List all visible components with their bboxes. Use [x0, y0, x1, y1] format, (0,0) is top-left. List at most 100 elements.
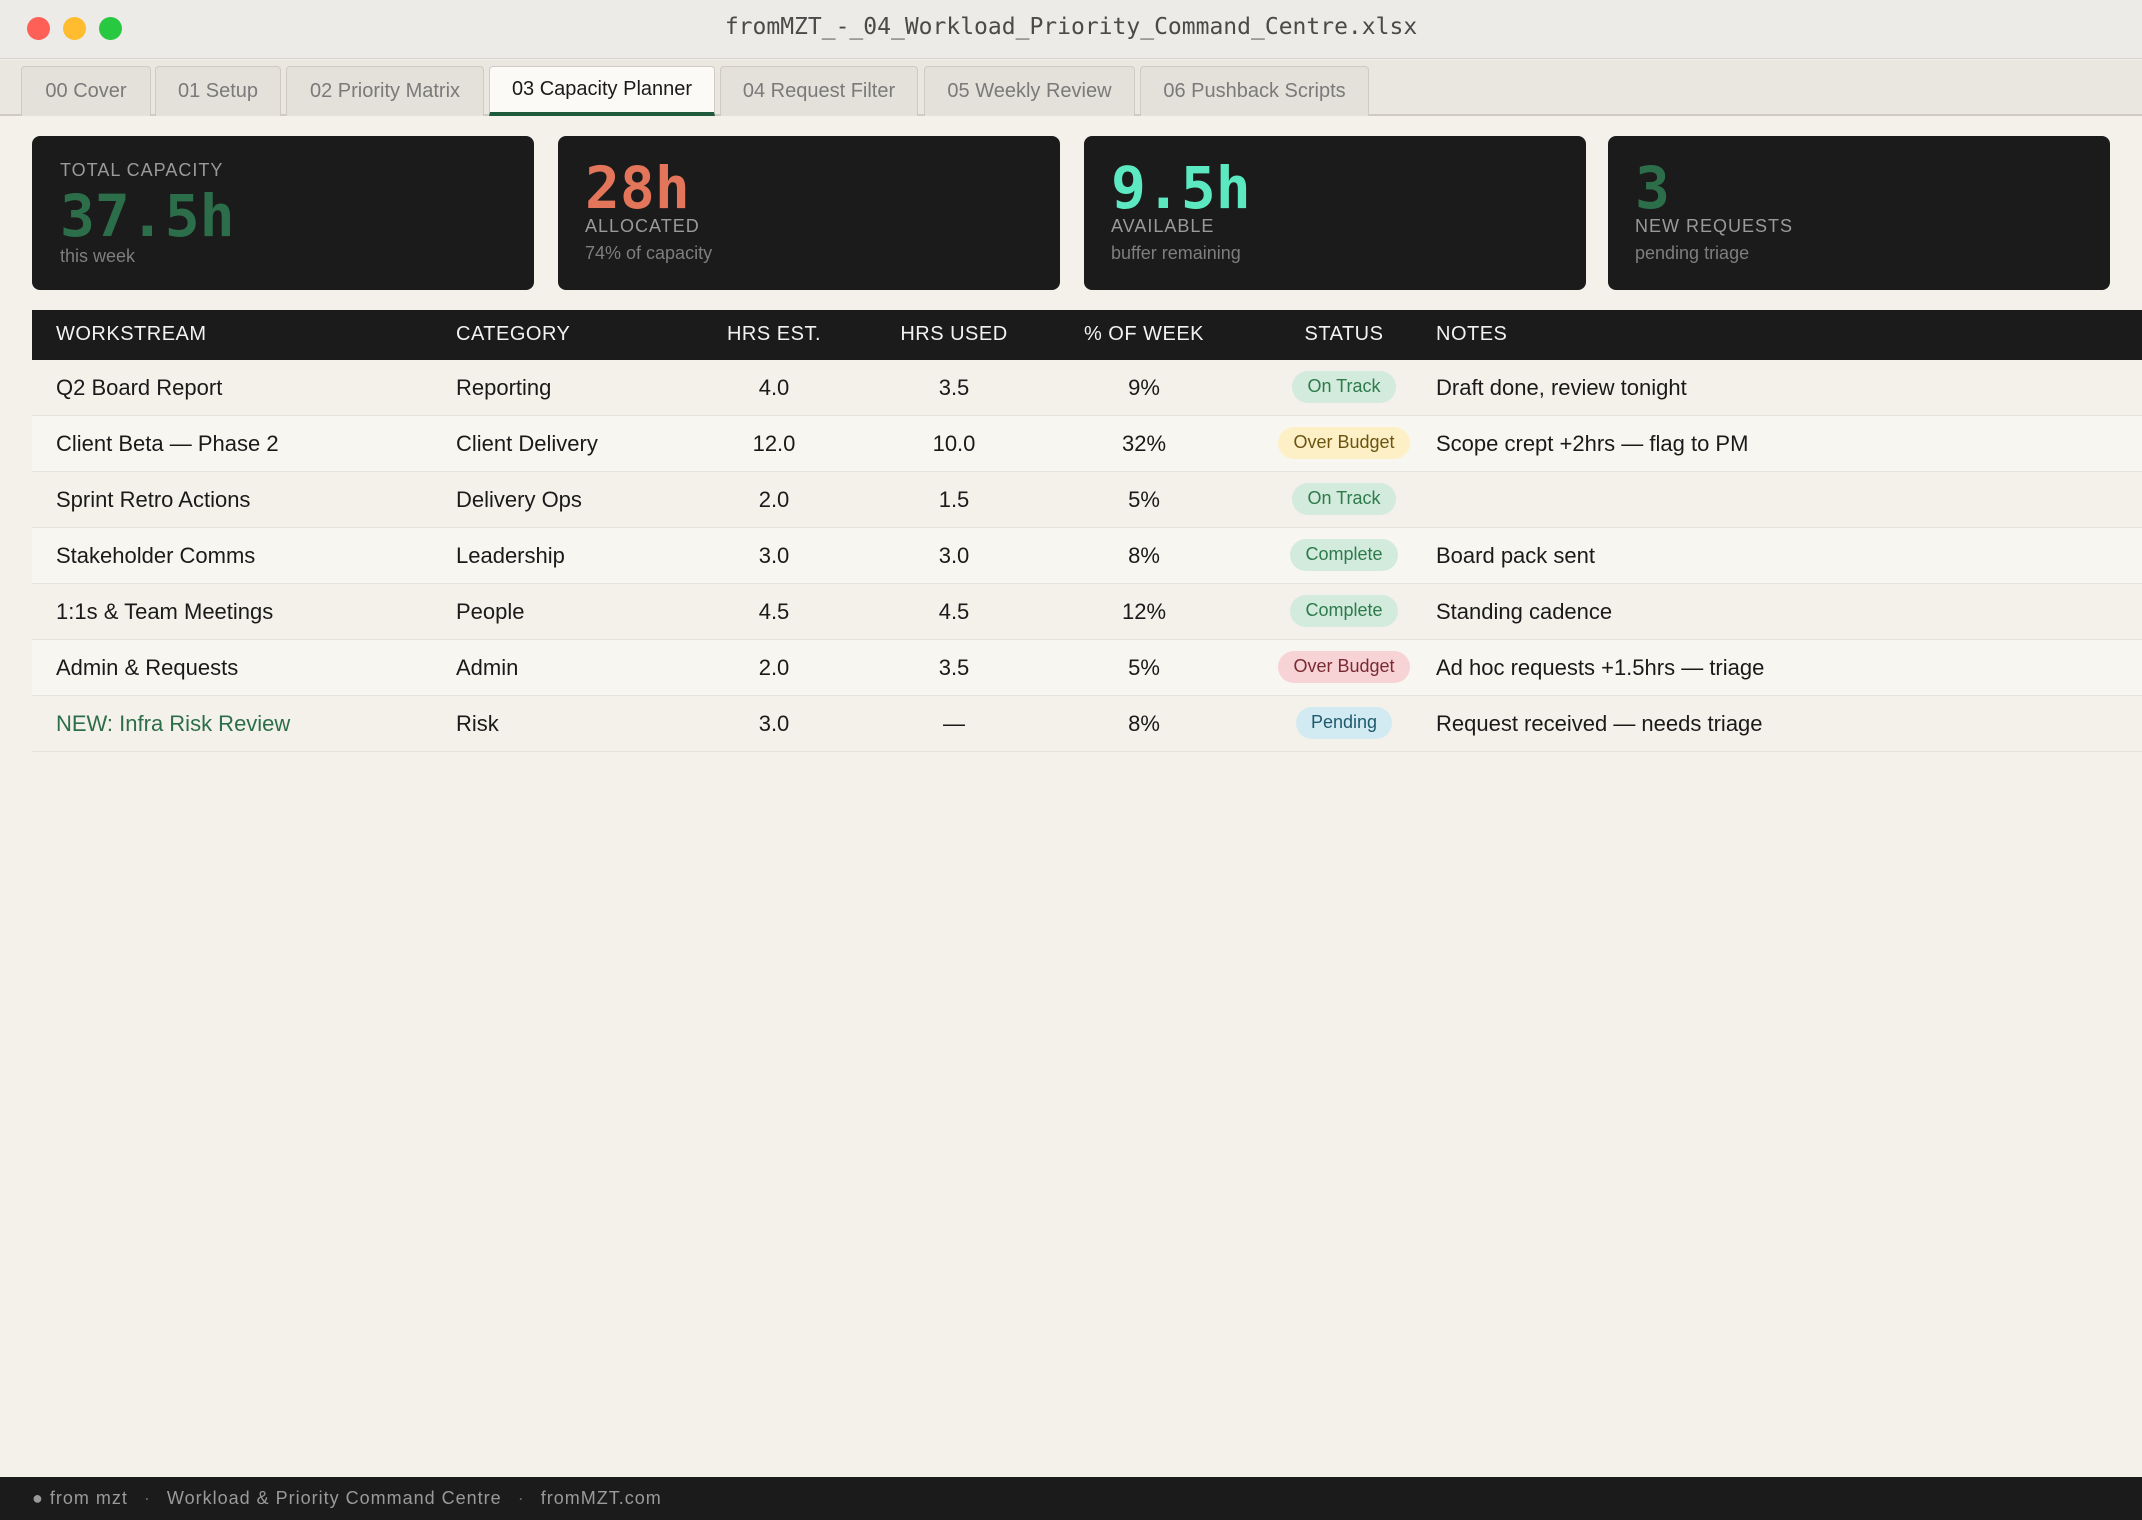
status-badge: On Track [1292, 371, 1396, 403]
column-header-pct-week[interactable]: % OF WEEK [1083, 323, 1205, 345]
cell-category[interactable]: People [456, 599, 525, 624]
kpi-card-total-capacity: TOTAL CAPACITY 37.5h this week [32, 136, 534, 290]
kpi-value: 28h [585, 154, 690, 222]
cell-category[interactable]: Risk [456, 711, 499, 736]
kpi-subtext: pending triage [1635, 243, 1750, 263]
cell-hrs-est[interactable]: 12.0 [752, 431, 796, 456]
cell-notes[interactable]: Draft done, review tonight [1436, 375, 1687, 400]
status-badge: Over Budget [1278, 427, 1410, 459]
tab-00-cover[interactable]: 00 Cover [21, 66, 151, 116]
cell-hrs-used[interactable]: — [943, 711, 965, 736]
cell-pct-week[interactable]: 32% [1121, 431, 1167, 456]
cell-hrs-used[interactable]: 10.0 [932, 431, 976, 456]
cell-category[interactable]: Delivery Ops [456, 487, 582, 512]
table-row[interactable]: NEW: Infra Risk Review Risk 3.0 — 8% Pen… [32, 696, 2142, 752]
cell-workstream[interactable]: Client Beta — Phase 2 [56, 431, 279, 456]
cell-workstream[interactable]: 1:1s & Team Meetings [56, 599, 274, 624]
column-header-workstream[interactable]: WORKSTREAM [56, 323, 207, 345]
cell-hrs-est[interactable]: 3.0 [758, 543, 790, 568]
window-title: fromMZT_-_04_Workload_Priority_Command_C… [724, 14, 1418, 40]
close-window-button[interactable] [27, 17, 50, 40]
minimize-window-button[interactable] [63, 17, 86, 40]
cell-workstream[interactable]: NEW: Infra Risk Review [56, 711, 291, 736]
title-bar: fromMZT_-_04_Workload_Priority_Command_C… [0, 0, 2142, 59]
tab-06-pushback-scripts[interactable]: 06 Pushback Scripts [1140, 66, 1369, 116]
cell-status[interactable]: On Track [1222, 483, 1466, 515]
kpi-subtext: buffer remaining [1111, 243, 1241, 263]
cell-hrs-used[interactable]: 3.5 [938, 655, 970, 680]
table-row[interactable]: Client Beta — Phase 2 Client Delivery 12… [32, 416, 2142, 472]
kpi-value: 9.5h [1111, 154, 1251, 222]
cell-hrs-est[interactable]: 3.0 [758, 711, 790, 736]
cell-notes[interactable]: Request received — needs triage [1436, 711, 1763, 736]
cell-workstream[interactable]: Q2 Board Report [56, 375, 223, 400]
footer-site-link[interactable]: fromMZT.com [540, 1488, 662, 1508]
cell-workstream[interactable]: Admin & Requests [56, 655, 239, 680]
cell-status[interactable]: On Track [1222, 371, 1466, 403]
kpi-value: 3 [1635, 154, 1670, 222]
kpi-value: 37.5h [60, 182, 235, 250]
column-header-category[interactable]: CATEGORY [456, 323, 571, 345]
tab-02-priority-matrix[interactable]: 02 Priority Matrix [286, 66, 484, 116]
cell-category[interactable]: Leadership [456, 543, 565, 568]
cell-category[interactable]: Admin [456, 655, 519, 680]
cell-status[interactable]: Pending [1222, 707, 1466, 739]
cell-hrs-est[interactable]: 2.0 [758, 655, 790, 680]
kpi-label: ALLOCATED [585, 216, 700, 236]
status-badge: On Track [1292, 483, 1396, 515]
cell-hrs-used[interactable]: 4.5 [938, 599, 970, 624]
footer-brand: ● from mzt [32, 1488, 128, 1508]
status-badge: Complete [1290, 539, 1398, 571]
kpi-label: TOTAL CAPACITY [60, 160, 224, 180]
kpi-card-allocated: 28h ALLOCATED 74% of capacity [558, 136, 1060, 290]
cell-workstream[interactable]: Sprint Retro Actions [56, 487, 251, 512]
table-row[interactable]: Q2 Board Report Reporting 4.0 3.5 9% On … [32, 360, 2142, 416]
footer-separator: · [517, 1488, 525, 1508]
tab-01-setup[interactable]: 01 Setup [155, 66, 281, 116]
table-row[interactable]: Stakeholder Comms Leadership 3.0 3.0 8% … [32, 528, 2142, 584]
sheet-tab-bar: 00 Cover 01 Setup 02 Priority Matrix 03 … [0, 60, 2142, 116]
cell-hrs-est[interactable]: 4.0 [758, 375, 790, 400]
cell-workstream[interactable]: Stakeholder Comms [56, 543, 256, 568]
cell-status[interactable]: Over Budget [1222, 427, 1466, 459]
cell-category[interactable]: Reporting [456, 375, 552, 400]
kpi-card-new-requests: 3 NEW REQUESTS pending triage [1608, 136, 2110, 290]
column-header-notes[interactable]: NOTES [1436, 323, 1508, 345]
maximize-window-button[interactable] [99, 17, 122, 40]
cell-pct-week[interactable]: 8% [1128, 711, 1160, 736]
cell-pct-week[interactable]: 5% [1128, 655, 1160, 680]
cell-pct-week[interactable]: 5% [1128, 487, 1160, 512]
cell-status[interactable]: Complete [1222, 539, 1466, 571]
cell-hrs-used[interactable]: 3.5 [938, 375, 970, 400]
status-badge: Pending [1295, 707, 1393, 739]
cell-notes[interactable]: Ad hoc requests +1.5hrs — triage [1436, 655, 1765, 680]
cell-hrs-used[interactable]: 3.0 [938, 543, 970, 568]
tab-05-weekly-review[interactable]: 05 Weekly Review [924, 66, 1135, 116]
cell-notes[interactable]: Board pack sent [1436, 543, 1595, 568]
cell-pct-week[interactable]: 12% [1121, 599, 1167, 624]
cell-notes[interactable]: Standing cadence [1436, 599, 1613, 624]
column-header-hrs-used[interactable]: HRS USED [900, 323, 1008, 345]
column-header-hrs-est[interactable]: HRS EST. [726, 323, 822, 345]
cell-hrs-est[interactable]: 4.5 [758, 599, 790, 624]
cell-pct-week[interactable]: 8% [1128, 543, 1160, 568]
cell-status[interactable]: Complete [1222, 595, 1466, 627]
cell-notes[interactable]: Scope crept +2hrs — flag to PM [1436, 431, 1749, 456]
footer-bar: ● from mzt · Workload & Priority Command… [0, 1477, 2142, 1520]
tab-04-request-filter[interactable]: 04 Request Filter [720, 66, 918, 116]
table-row[interactable]: Sprint Retro Actions Delivery Ops 2.0 1.… [32, 472, 2142, 528]
kpi-label: AVAILABLE [1111, 216, 1215, 236]
tab-03-capacity-planner[interactable]: 03 Capacity Planner [489, 66, 715, 116]
column-header-status[interactable]: STATUS [1304, 323, 1384, 345]
cell-pct-week[interactable]: 9% [1128, 375, 1160, 400]
cell-hrs-used[interactable]: 1.5 [938, 487, 970, 512]
table-row[interactable]: Admin & Requests Admin 2.0 3.5 5% Over B… [32, 640, 2142, 696]
cell-category[interactable]: Client Delivery [456, 431, 598, 456]
table-header-row: WORKSTREAM CATEGORY HRS EST. HRS USED % … [32, 310, 2142, 360]
status-badge: Over Budget [1278, 651, 1410, 683]
kpi-card-available: 9.5h AVAILABLE buffer remaining [1084, 136, 1586, 290]
cell-status[interactable]: Over Budget [1222, 651, 1466, 683]
cell-hrs-est[interactable]: 2.0 [758, 487, 790, 512]
table-row[interactable]: 1:1s & Team Meetings People 4.5 4.5 12% … [32, 584, 2142, 640]
footer-separator: · [143, 1488, 151, 1508]
